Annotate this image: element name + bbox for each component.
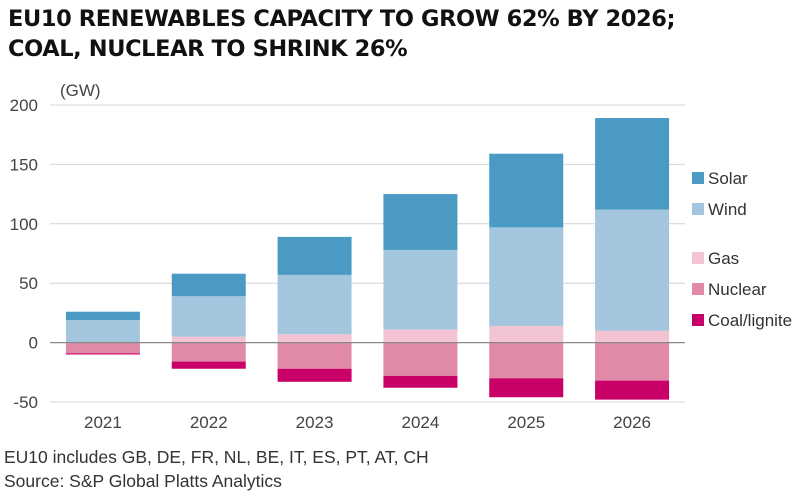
bar-wind-2026 xyxy=(595,209,670,331)
bar-group-2024 xyxy=(383,194,458,388)
bar-wind-2022 xyxy=(171,296,246,337)
bar-solar-2022 xyxy=(171,273,246,297)
legend-swatch-gas xyxy=(692,252,704,264)
legend-swatch-solar xyxy=(692,172,704,184)
bar-group-2025 xyxy=(489,153,564,398)
bar-solar-2025 xyxy=(489,153,564,228)
bar-group-2022 xyxy=(171,273,246,369)
y-tick-label: 100 xyxy=(10,215,38,234)
bar-nuclear-2025 xyxy=(489,342,564,379)
bar-coal-lignite-2024 xyxy=(383,375,458,388)
bar-solar-2024 xyxy=(383,194,458,250)
bar-coal-lignite-2021 xyxy=(65,353,140,355)
bar-coal-lignite-2022 xyxy=(171,361,246,369)
footnote-source: Source: S&P Global Platts Analytics xyxy=(4,471,282,491)
axes: -50 0 50 100 150 200 (GW) 2021 2022 2023 2024 2025 2… xyxy=(10,81,685,432)
bar-coal-lignite-2023 xyxy=(277,368,352,382)
legend-swatch-wind xyxy=(692,203,704,215)
chart-title: EU10 RENEWABLES CAPACITY TO GROW 62% BY … xyxy=(8,4,676,64)
x-tick-label: 2025 xyxy=(507,413,545,432)
bar-group-2023 xyxy=(277,236,352,382)
bar-solar-2026 xyxy=(595,118,670,210)
y-tick-label: -50 xyxy=(13,393,38,412)
bar-nuclear-2026 xyxy=(595,342,670,381)
bar-wind-2024 xyxy=(383,249,458,330)
bar-nuclear-2021 xyxy=(65,342,140,354)
legend-label-gas: Gas xyxy=(708,249,739,268)
y-tick-label: 0 xyxy=(29,334,38,353)
bar-gas-2026 xyxy=(595,330,670,343)
bar-wind-2023 xyxy=(277,274,352,335)
bar-gas-2025 xyxy=(489,325,564,343)
y-axis-label: (GW) xyxy=(60,81,101,100)
footnotes: EU10 includes GB, DE, FR, NL, BE, IT, ES… xyxy=(4,445,429,493)
legend-label-solar: Solar xyxy=(708,169,748,188)
legend-label-wind: Wind xyxy=(708,200,747,219)
bar-nuclear-2023 xyxy=(277,342,352,369)
x-tick-label: 2021 xyxy=(84,413,122,432)
x-tick-label: 2026 xyxy=(613,413,651,432)
x-tick-label: 2022 xyxy=(190,413,228,432)
y-tick-label: 50 xyxy=(19,274,38,293)
legend-label-nuclear: Nuclear xyxy=(708,280,767,299)
bar-coal-lignite-2026 xyxy=(595,380,670,400)
bar-gas-2022 xyxy=(171,336,246,343)
legend-swatch-nuclear xyxy=(692,283,704,295)
bar-gas-2023 xyxy=(277,334,352,343)
chart-title-line-2: COAL, NUCLEAR TO SHRINK 26% xyxy=(8,36,408,62)
chart-title-line-1: EU10 RENEWABLES CAPACITY TO GROW 62% BY … xyxy=(8,6,676,32)
chart: -50 0 50 100 150 200 (GW) 2021 2022 2023 2024 2025 2… xyxy=(10,81,792,432)
bars xyxy=(65,118,670,400)
y-tick-label: 150 xyxy=(10,155,38,174)
legend-swatch-coal-lignite xyxy=(692,314,704,326)
y-tick-label: 200 xyxy=(10,96,38,115)
bar-solar-2023 xyxy=(277,236,352,275)
x-tick-label: 2024 xyxy=(402,413,440,432)
bar-wind-2021 xyxy=(65,320,140,343)
bar-gas-2024 xyxy=(383,329,458,343)
bar-coal-lignite-2025 xyxy=(489,378,564,398)
footnote-countries: EU10 includes GB, DE, FR, NL, BE, IT, ES… xyxy=(4,447,429,467)
bar-group-2021 xyxy=(65,311,140,355)
bar-group-2026 xyxy=(595,118,670,400)
gridlines xyxy=(50,104,685,403)
bar-wind-2025 xyxy=(489,227,564,326)
bar-solar-2021 xyxy=(65,311,140,321)
x-tick-label: 2023 xyxy=(296,413,334,432)
bar-nuclear-2022 xyxy=(171,342,246,362)
legend: Solar Wind Gas Nuclear Coal/lignite xyxy=(692,169,792,330)
legend-label-coal-lignite: Coal/lignite xyxy=(708,311,792,330)
bar-nuclear-2024 xyxy=(383,342,458,376)
